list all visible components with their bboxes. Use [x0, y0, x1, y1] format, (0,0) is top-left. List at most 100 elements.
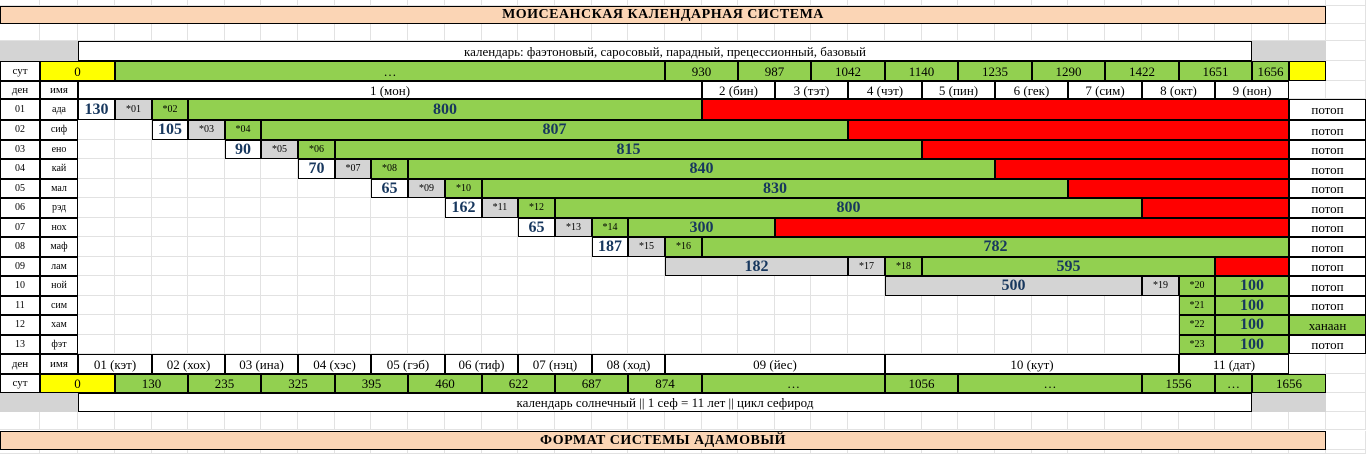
grid-cell — [298, 24, 335, 41]
grid-cell — [78, 237, 115, 257]
sut-value: 1042 — [811, 61, 885, 81]
star-marker: *01 — [115, 99, 152, 120]
grid-cell — [371, 412, 408, 430]
grid-cell — [1105, 315, 1142, 335]
grid-cell — [482, 315, 518, 335]
sut-value: … — [1215, 374, 1252, 393]
grid-cell — [115, 0, 152, 6]
grid-cell — [408, 450, 445, 454]
grid-cell — [555, 296, 592, 315]
grid-cell — [261, 276, 298, 296]
grid-cell — [811, 412, 848, 430]
grid-cell — [78, 24, 115, 41]
grid-cell — [1068, 335, 1105, 354]
month-header: 4 (чэт) — [848, 81, 922, 99]
grid-cell — [225, 276, 261, 296]
star-marker: *19 — [1142, 276, 1179, 296]
grid-cell — [628, 257, 665, 276]
row-name: лам — [40, 257, 78, 276]
life-value: 300 — [628, 218, 775, 237]
grid-cell — [555, 24, 592, 41]
grid-cell — [885, 412, 922, 430]
grid-cell — [371, 335, 408, 354]
grid-cell — [1105, 296, 1142, 315]
grid-cell — [1326, 412, 1366, 430]
grid-cell — [445, 276, 482, 296]
grid-cell — [995, 315, 1032, 335]
grid-cell — [665, 296, 702, 315]
grid-cell — [261, 159, 298, 179]
life-value: 830 — [482, 179, 1068, 198]
grid-cell — [445, 315, 482, 335]
grid-cell — [152, 315, 188, 335]
grid-cell — [738, 0, 775, 6]
grid-cell — [885, 0, 922, 6]
grid-cell — [152, 0, 188, 6]
month-header: 7 (сим) — [1068, 81, 1142, 99]
grid-cell — [958, 296, 995, 315]
grid-cell — [188, 296, 225, 315]
bottom-header: 02 (хох) — [152, 354, 225, 374]
row-name: сим — [40, 296, 78, 315]
grid-cell — [261, 218, 298, 237]
grid-cell — [885, 296, 922, 315]
grid-cell — [1068, 315, 1105, 335]
grid-cell — [445, 0, 482, 6]
grid-cell — [518, 412, 555, 430]
grid-cell — [702, 412, 738, 430]
grid-cell — [592, 450, 628, 454]
grid-cell — [445, 335, 482, 354]
grid-cell — [408, 276, 445, 296]
grid-cell — [371, 296, 408, 315]
format-title[interactable]: ФОРМАТ СИСТЕМЫ АДАМОВЫЙ — [0, 431, 1326, 450]
grid-cell — [371, 0, 408, 6]
page-title[interactable]: МОИСЕАНСКАЯ КАЛЕНДАРНАЯ СИСТЕМА — [0, 6, 1326, 24]
grid-cell — [482, 218, 518, 237]
grid-cell — [1032, 0, 1068, 6]
life-value: 100 — [1215, 335, 1289, 354]
sut-value: 1056 — [885, 374, 958, 393]
grid-cell — [811, 0, 848, 6]
grid-cell — [261, 0, 298, 6]
grid-cell — [922, 335, 958, 354]
grid-cell — [995, 335, 1032, 354]
red-fill — [922, 140, 1289, 159]
grid-cell — [1068, 412, 1105, 430]
grid-cell — [225, 412, 261, 430]
bottom-header: 05 (гэб) — [371, 354, 445, 374]
grid-cell — [335, 257, 371, 276]
grid-cell — [665, 315, 702, 335]
grid-cell — [482, 24, 518, 41]
row-outcome: потоп — [1289, 140, 1366, 159]
grid-cell — [188, 412, 225, 430]
red-fill — [775, 218, 1289, 237]
grid-cell — [445, 257, 482, 276]
life-value: 100 — [1215, 296, 1289, 315]
sut-value: 325 — [261, 374, 335, 393]
grid-cell — [555, 335, 592, 354]
sut-value: 460 — [408, 374, 482, 393]
grid-cell — [371, 218, 408, 237]
grid-cell — [628, 315, 665, 335]
grid-cell — [78, 296, 115, 315]
grid-cell — [298, 218, 335, 237]
grid-cell — [408, 198, 445, 218]
grid-cell — [518, 276, 555, 296]
star-marker: *15 — [628, 237, 665, 257]
grid-cell — [335, 0, 371, 6]
bottom-header: 06 (тиф) — [445, 354, 518, 374]
grid-cell — [371, 450, 408, 454]
grid-cell — [445, 450, 482, 454]
red-fill — [1215, 257, 1289, 276]
grid-cell — [885, 315, 922, 335]
grid-cell — [702, 276, 738, 296]
bottom-header: 04 (хэс) — [298, 354, 371, 374]
grid-cell — [188, 335, 225, 354]
grid-cell — [1215, 0, 1252, 6]
grid-cell — [1105, 24, 1142, 41]
grid-cell — [40, 0, 78, 6]
grid-cell — [738, 412, 775, 430]
star-marker: *18 — [885, 257, 922, 276]
grid-cell — [1326, 24, 1366, 41]
grid-cell — [482, 257, 518, 276]
